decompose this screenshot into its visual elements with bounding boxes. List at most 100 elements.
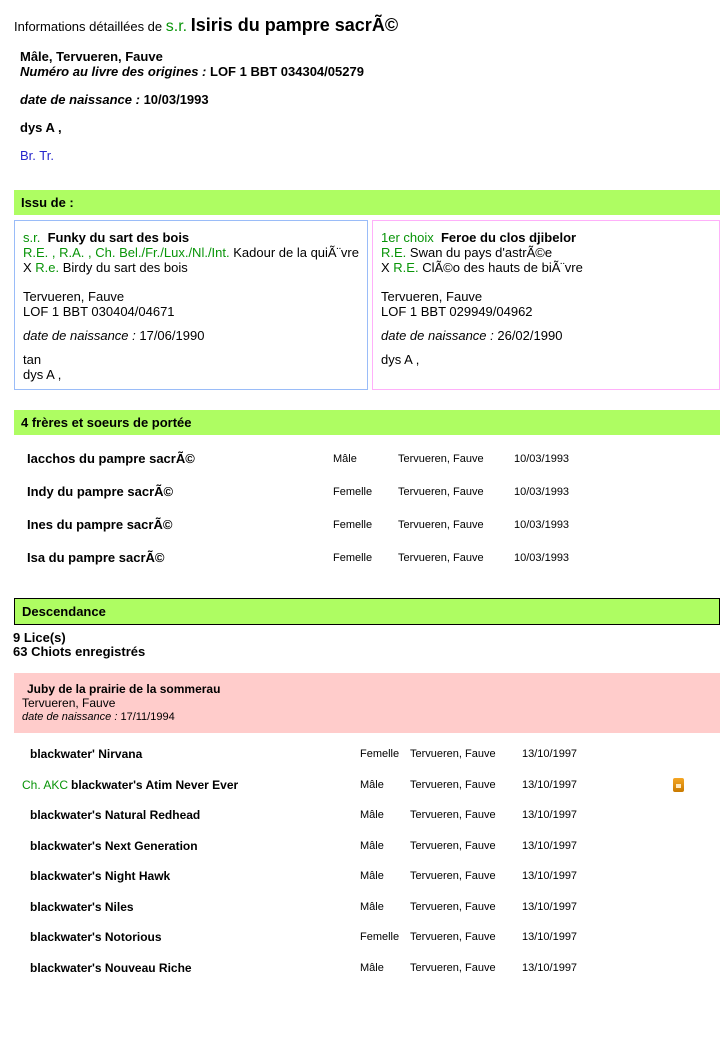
puppy-name[interactable]: blackwater's Atim Never Ever: [71, 777, 239, 792]
father-variety: Tervueren, Fauve: [23, 289, 125, 304]
mother-note-health: dys A ,: [381, 352, 420, 367]
pedigree-page: Informations détaillées de s.r. Isiris d…: [0, 15, 725, 1039]
puppy-sex: Mâle: [360, 900, 384, 913]
puppy-birth: 13/10/1997: [522, 961, 578, 974]
sibling-sex: Femelle: [333, 551, 373, 564]
puppy-variety: Tervueren, Fauve: [410, 839, 496, 852]
puppy-variety: Tervueren, Fauve: [410, 961, 496, 974]
puppy-sex: Mâle: [360, 839, 384, 852]
puppy-birth: 13/10/1997: [522, 900, 578, 913]
table-row: Indy du pampre sacrÃ© Femelle Tervueren,…: [0, 475, 725, 508]
photo-icon[interactable]: [673, 777, 684, 792]
sibling-variety: Tervueren, Fauve: [398, 485, 484, 498]
table-row: blackwater's Next Generation Mâle Tervue…: [0, 831, 725, 862]
mother-sire-name: Swan du pays d'astrÃ©e: [406, 245, 553, 260]
sibling-variety: Tervueren, Fauve: [398, 452, 484, 465]
birth-label: date de naissance :: [20, 92, 144, 107]
descendance-counts: 9 Lice(s) 63 Chiots enregistrés: [13, 631, 725, 659]
parents-section: s.r. Funky du sart des bois R.E. , R.A. …: [14, 220, 720, 390]
litter-box: Juby de la prairie de la sommerau Tervue…: [14, 673, 720, 733]
puppy-birth: 13/10/1997: [522, 809, 578, 822]
mother-variety: Tervueren, Fauve: [381, 289, 483, 304]
puppies-count: 63 Chiots enregistrés: [13, 644, 146, 659]
father-sire-titles: R.E. , R.A. , Ch. Bel./Fr./Lux./Nl./Int.: [23, 245, 230, 260]
sibling-name[interactable]: Ines du pampre sacrÃ©: [27, 517, 173, 532]
sibling-sex: Mâle: [333, 452, 357, 465]
father-box: s.r. Funky du sart des bois R.E. , R.A. …: [14, 220, 368, 390]
table-row: blackwater's Nouveau Riche Mâle Tervuere…: [0, 953, 725, 984]
puppy-variety: Tervueren, Fauve: [410, 900, 496, 913]
table-row: Ines du pampre sacrÃ© Femelle Tervueren,…: [0, 508, 725, 541]
father-dam-titles: R.e.: [35, 260, 60, 275]
father-name[interactable]: Funky du sart des bois: [47, 230, 190, 245]
puppy-name[interactable]: blackwater's Niles: [30, 899, 134, 914]
litter-dam-name[interactable]: Juby de la prairie de la sommerau: [27, 682, 221, 696]
mother-dam-titles: R.E.: [393, 260, 419, 275]
father-title-prefix: s.r.: [23, 230, 41, 245]
dog-honorific: s.r.: [165, 18, 188, 35]
sibling-birth: 10/03/1993: [514, 485, 570, 498]
puppy-sex: Mâle: [360, 870, 384, 883]
mother-name[interactable]: Feroe du clos djibelor: [440, 230, 577, 245]
registry-value: LOF 1 BBT 034304/05279: [210, 64, 364, 79]
subject-summary: Mâle, Tervueren, Fauve Numéro au livre d…: [20, 49, 725, 163]
puppy-title-prefix: Ch. AKC: [22, 777, 69, 792]
sibling-name[interactable]: Iacchos du pampre sacrÃ©: [27, 451, 195, 466]
puppy-sex: Mâle: [360, 961, 384, 974]
sibling-variety: Tervueren, Fauve: [398, 518, 484, 531]
puppy-variety: Tervueren, Fauve: [410, 931, 496, 944]
father-note-health: dys A ,: [23, 367, 62, 382]
descendance-banner: Descendance: [14, 598, 720, 625]
puppy-variety: Tervueren, Fauve: [410, 870, 496, 883]
puppy-birth: 13/10/1997: [522, 839, 578, 852]
father-sire-name: Kadour de la quiÃ¨vre: [229, 245, 359, 260]
puppy-sex: Femelle: [360, 748, 400, 761]
titles-link[interactable]: Br. Tr.: [20, 148, 54, 163]
mother-dam-name: ClÃ©o des hauts de biÃ¨vre: [418, 260, 583, 275]
puppy-birth: 13/10/1997: [522, 870, 578, 883]
puppy-sex: Femelle: [360, 931, 400, 944]
subject-birth: date de naissance : 10/03/1993: [20, 92, 725, 107]
father-dam-name: Birdy du sart des bois: [59, 260, 188, 275]
table-row: Isa du pampre sacrÃ© Femelle Tervueren, …: [0, 541, 725, 574]
page-title: Informations détaillées de s.r. Isiris d…: [14, 15, 725, 36]
dog-name: Isiris du pampre sacrÃ©: [190, 15, 399, 35]
table-row: Iacchos du pampre sacrÃ© Mâle Tervueren,…: [0, 442, 725, 475]
siblings-list: Iacchos du pampre sacrÃ© Mâle Tervueren,…: [0, 442, 725, 574]
issu-de-banner: Issu de :: [14, 190, 720, 215]
mother-title-prefix: 1er choix: [381, 230, 434, 245]
siblings-banner: 4 frères et soeurs de portée: [14, 410, 720, 435]
puppy-birth: 13/10/1997: [522, 778, 578, 791]
sibling-name[interactable]: Isa du pampre sacrÃ©: [27, 550, 165, 565]
puppy-name[interactable]: blackwater's Notorious: [30, 930, 162, 945]
mother-registry: LOF 1 BBT 029949/04962: [381, 304, 533, 319]
puppy-variety: Tervueren, Fauve: [410, 809, 496, 822]
father-cross: X: [23, 260, 36, 275]
puppy-name[interactable]: blackwater's Natural Redhead: [30, 808, 201, 823]
puppy-name[interactable]: blackwater's Nouveau Riche: [30, 960, 192, 975]
litter-birth: date de naissance : 17/11/1994: [22, 711, 175, 723]
registry-label: Numéro au livre des origines :: [20, 64, 210, 79]
puppy-name[interactable]: blackwater's Next Generation: [30, 838, 198, 853]
mother-birth: date de naissance : 26/02/1990: [381, 328, 563, 343]
sibling-birth: 10/03/1993: [514, 452, 570, 465]
mother-box: 1er choix Feroe du clos djibelor R.E. Sw…: [372, 220, 720, 390]
sibling-name[interactable]: Indy du pampre sacrÃ©: [27, 484, 174, 499]
page-title-prefix: Informations détaillées de: [14, 19, 166, 34]
subject-sex-variety: Mâle, Tervueren, Fauve: [20, 49, 163, 64]
father-birth: date de naissance : 17/06/1990: [23, 328, 205, 343]
sibling-birth: 10/03/1993: [514, 518, 570, 531]
sibling-sex: Femelle: [333, 518, 373, 531]
puppy-birth: 13/10/1997: [522, 931, 578, 944]
father-registry: LOF 1 BBT 030404/04671: [23, 304, 175, 319]
puppy-name[interactable]: blackwater' Nirvana: [30, 747, 143, 762]
subject-registry: Numéro au livre des origines : LOF 1 BBT…: [20, 64, 725, 79]
birth-value: 10/03/1993: [143, 92, 209, 107]
litter-variety: Tervueren, Fauve: [22, 696, 116, 710]
puppy-birth: 13/10/1997: [522, 748, 578, 761]
mother-sire-titles: R.E.: [381, 245, 407, 260]
table-row: blackwater' Nirvana Femelle Tervueren, F…: [0, 739, 725, 770]
puppy-name[interactable]: blackwater's Night Hawk: [30, 869, 171, 884]
table-row: Ch. AKC blackwater's Atim Never Ever Mâle…: [0, 770, 725, 801]
table-row: blackwater's Niles Mâle Tervueren, Fauve…: [0, 892, 725, 923]
